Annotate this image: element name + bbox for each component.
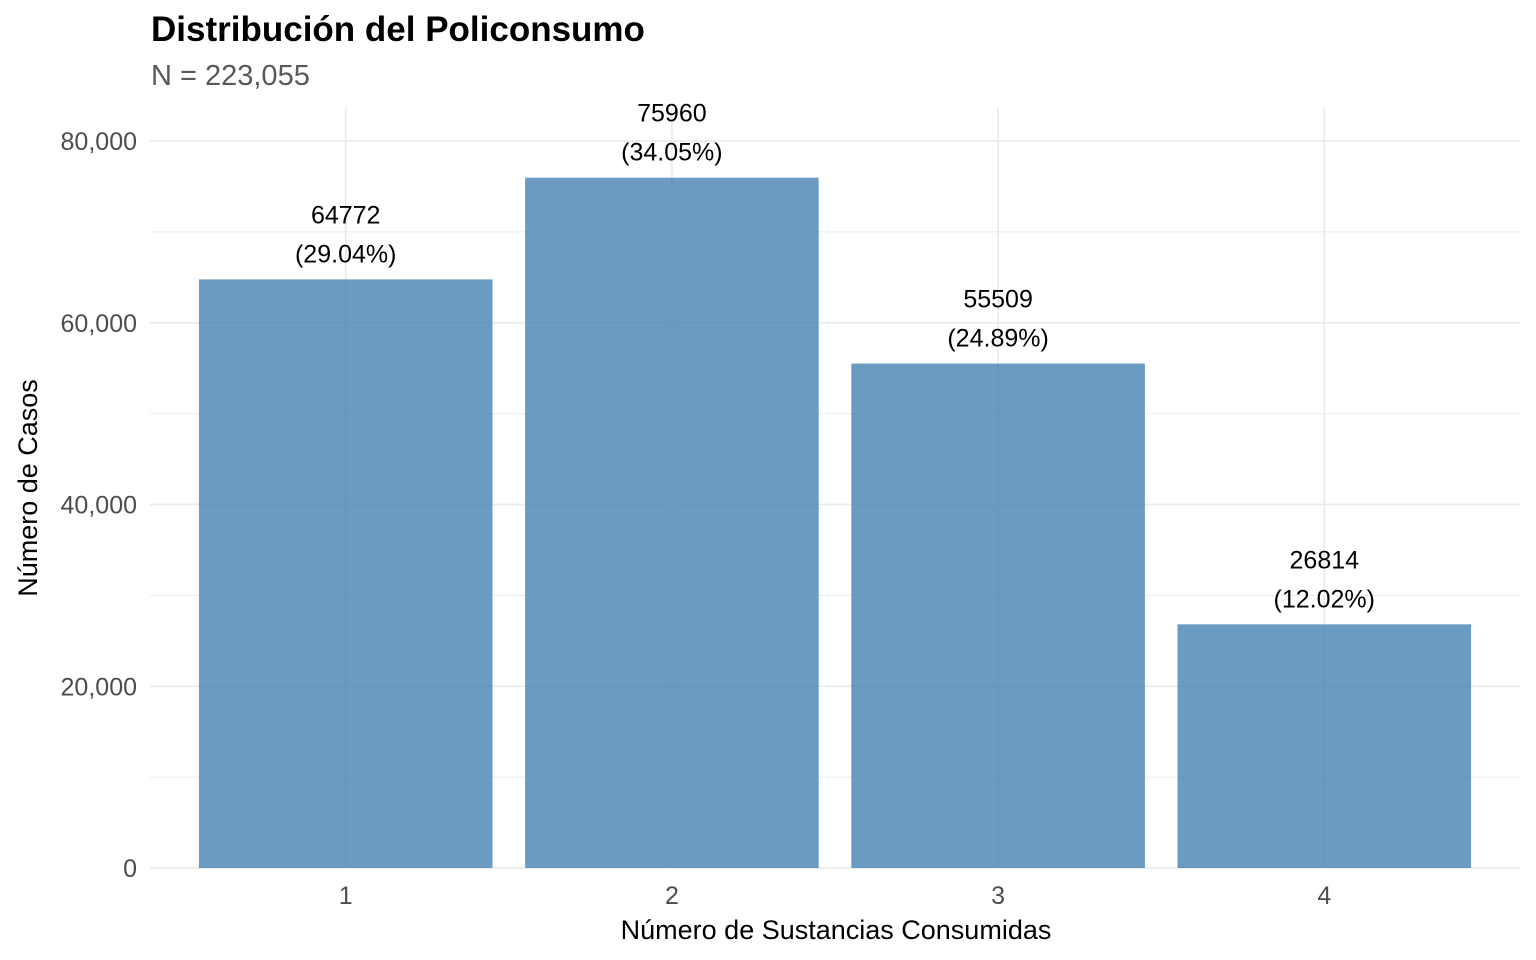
data-label-value: 55509 (963, 286, 1033, 314)
x-tick-label: 1 (339, 882, 353, 910)
x-tick-label: 3 (991, 882, 1005, 910)
chart-title: Distribución del Policonsumo (151, 10, 645, 49)
bar (525, 177, 819, 868)
data-label-value: 75960 (637, 100, 707, 128)
x-axis-title: Número de Sustancias Consumidas (621, 915, 1052, 945)
y-tick-label: 0 (123, 855, 137, 883)
x-tick-labels: 1 2 3 4 (339, 882, 1332, 910)
bar (1177, 624, 1472, 868)
y-tick-label: 80,000 (61, 128, 137, 156)
y-tick-label: 60,000 (61, 310, 137, 338)
y-tick-label: 20,000 (61, 673, 137, 701)
data-label-percent: (29.04%) (295, 240, 396, 268)
x-tick-label: 2 (665, 882, 679, 910)
data-label-value: 26814 (1290, 546, 1360, 574)
data-label-percent: (34.05%) (621, 139, 722, 167)
x-tick-label: 4 (1317, 882, 1331, 910)
data-labels: 64772 (29.04%) 75960 (34.05%) 55509 (24.89%) 2… (295, 100, 1375, 614)
bar (851, 363, 1145, 868)
bar (198, 279, 493, 868)
data-label-value: 64772 (311, 201, 381, 229)
data-label-percent: (12.02%) (1274, 585, 1375, 613)
data-label-percent: (24.89%) (947, 325, 1048, 353)
y-tick-labels: 0 20,000 40,000 60,000 80,000 (61, 128, 137, 883)
bars (198, 177, 1472, 868)
y-tick-label: 40,000 (61, 492, 137, 520)
chart-subtitle: N = 223,055 (151, 60, 310, 92)
y-axis-title: Número de Casos (13, 379, 43, 597)
